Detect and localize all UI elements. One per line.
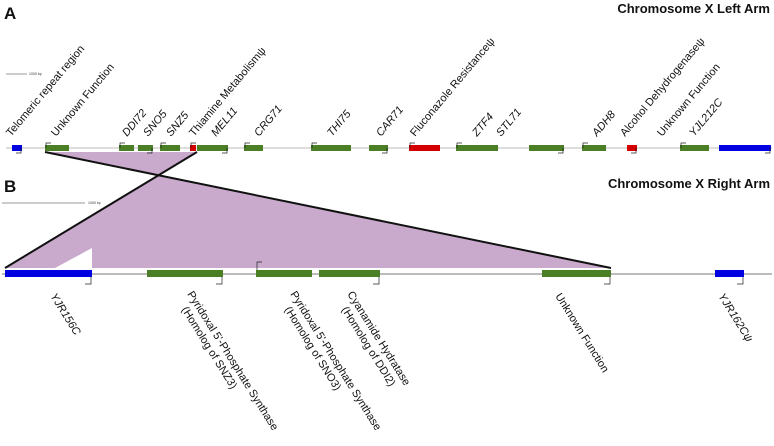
strand-arrow-icon <box>45 142 51 148</box>
gene-label: THI75 <box>325 108 354 139</box>
gene-label: YJR156C <box>47 291 82 337</box>
gene-label: STL71 <box>494 106 524 139</box>
gene-block[interactable] <box>680 145 709 151</box>
gene-a-0[interactable]: Telomeric repeat region <box>4 43 87 154</box>
strand-arrow-icon <box>244 142 250 148</box>
strand-arrow-icon <box>256 261 262 270</box>
gene-block[interactable] <box>715 270 744 277</box>
strand-arrow-icon <box>737 277 744 285</box>
gene-block[interactable] <box>369 145 388 151</box>
gene-b-5[interactable]: YJR162Cψ <box>715 270 755 344</box>
synteny-gap <box>55 248 92 268</box>
strand-arrow-icon <box>582 142 588 148</box>
strand-arrow-icon <box>604 277 611 285</box>
gene-block[interactable] <box>244 145 263 151</box>
gene-block[interactable] <box>197 145 228 151</box>
gene-b-0[interactable]: YJR156C <box>5 270 92 338</box>
gene-a-7[interactable]: CRG71 <box>244 103 285 151</box>
gene-block[interactable] <box>529 145 564 151</box>
gene-block[interactable] <box>719 145 771 151</box>
strand-arrow-icon <box>631 148 637 154</box>
gene-a-10[interactable]: Fluconazole Resistanceψ <box>408 36 498 151</box>
scale-bar-b-label: 1000 bp <box>88 201 101 205</box>
gene-a-8[interactable]: THI75 <box>311 108 354 151</box>
synteny-ribbon <box>5 152 611 268</box>
gene-a-11[interactable]: ZTF4 <box>456 111 498 151</box>
gene-label: ADH8 <box>589 108 618 140</box>
strand-arrow-icon <box>16 148 22 154</box>
gene-block[interactable] <box>147 270 223 277</box>
strand-arrow-icon <box>222 148 228 154</box>
gene-block[interactable] <box>409 145 440 151</box>
synteny-edge-left <box>44 151 612 269</box>
synteny-edge-right <box>4 151 198 269</box>
gene-a-16[interactable]: YJL212C <box>687 97 771 154</box>
panel-a-letter: A <box>4 4 16 23</box>
gene-block[interactable] <box>138 145 153 151</box>
gene-b-4[interactable]: Unknown Function <box>542 270 611 375</box>
strand-arrow-icon <box>160 142 166 148</box>
strand-arrow-icon <box>382 148 388 154</box>
gene-block[interactable] <box>456 145 498 151</box>
panel-b-genes: YJR156C Pyridoxal 5'-Phosphate Synthase(H… <box>5 261 755 440</box>
strand-arrow-icon <box>409 142 415 148</box>
gene-block[interactable] <box>190 145 196 151</box>
gene-a-13[interactable]: ADH8 <box>582 108 619 151</box>
strand-arrow-icon <box>558 148 564 154</box>
strand-arrow-icon <box>216 277 223 285</box>
gene-label: CRG71 <box>252 103 285 139</box>
gene-block[interactable] <box>5 270 92 277</box>
strand-arrow-icon <box>373 277 380 285</box>
gene-block[interactable] <box>582 145 606 151</box>
gene-a-9[interactable]: CAR71 <box>369 104 406 154</box>
gene-label: Telomeric repeat region <box>4 43 87 139</box>
strand-arrow-icon <box>119 142 125 148</box>
panel-b-title: Chromosome X Right Arm <box>608 176 770 191</box>
gene-block[interactable] <box>45 145 69 151</box>
gene-a-12[interactable]: STL71 <box>494 106 564 154</box>
gene-b-1[interactable]: Pyridoxal 5'-Phosphate Synthase(Homolog … <box>147 270 280 440</box>
strand-arrow-icon <box>456 142 462 148</box>
gene-block[interactable] <box>160 145 180 151</box>
gene-label: YJR162Cψ <box>715 291 754 344</box>
strand-arrow-icon <box>311 142 317 148</box>
strand-arrow-icon <box>190 142 196 148</box>
strand-arrow-icon <box>765 148 771 154</box>
panel-a-title: Chromosome X Left Arm <box>617 1 770 16</box>
gene-block[interactable] <box>627 145 637 151</box>
gene-label: Unknown Function <box>552 291 610 375</box>
gene-label: Pyridoxal 5'-Phosphate Synthase(Homolog … <box>173 289 280 439</box>
gene-label: CAR71 <box>374 104 406 139</box>
gene-block[interactable] <box>256 270 312 277</box>
gene-label: SNZ5 <box>164 109 192 139</box>
gene-block[interactable] <box>319 270 380 277</box>
strand-arrow-icon <box>147 148 153 154</box>
strand-arrow-icon <box>85 277 92 285</box>
gene-block[interactable] <box>119 145 134 151</box>
strand-arrow-icon <box>680 142 686 148</box>
gene-block[interactable] <box>311 145 351 151</box>
scale-bar-a-label: 1000 bp <box>29 72 42 76</box>
gene-block[interactable] <box>542 270 611 277</box>
gene-label: ZTF4 <box>469 111 496 140</box>
gene-block[interactable] <box>12 145 22 151</box>
panel-b-letter: B <box>4 177 16 196</box>
